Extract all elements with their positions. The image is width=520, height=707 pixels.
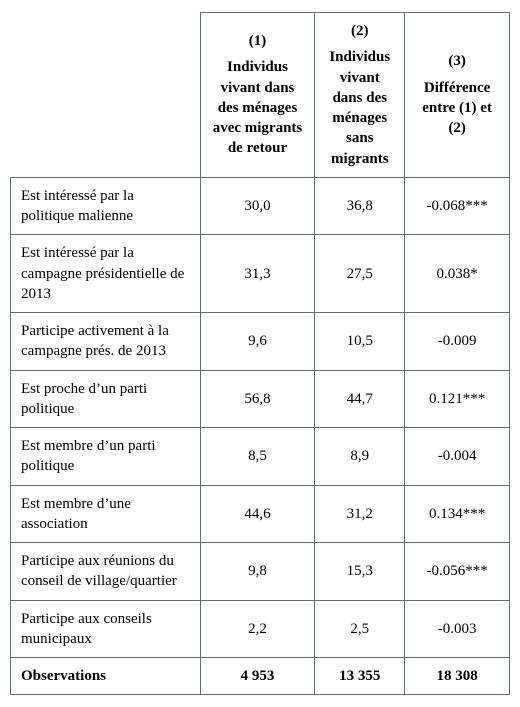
table-row: Est membre d’une association 44,6 31,2 0…	[11, 485, 510, 543]
page: (1) Individus vivant dans des ménages av…	[0, 0, 520, 707]
header-row: (1) Individus vivant dans des ménages av…	[11, 13, 510, 178]
row-c2: 31,2	[315, 485, 405, 543]
row-label: Est intéressé par la campagne présidenti…	[11, 235, 201, 313]
row-label: Participe aux réunions du conseil de vil…	[11, 543, 201, 601]
row-c3: 0.121***	[405, 370, 510, 428]
row-c1: 30,0	[200, 177, 315, 235]
row-label: Participe activement à la campagne prés.…	[11, 313, 201, 371]
row-c1: 9,6	[200, 313, 315, 371]
table-row: Participe aux réunions du conseil de vil…	[11, 543, 510, 601]
row-c1: 56,8	[200, 370, 315, 428]
row-c1: 8,5	[200, 428, 315, 486]
row-c2: 8,9	[315, 428, 405, 486]
header-col-1-num: (1)	[211, 31, 305, 51]
header-col-1-label: Individus vivant dans des ménages avec m…	[211, 57, 305, 158]
stats-table: (1) Individus vivant dans des ménages av…	[10, 12, 510, 695]
row-c2: 2,5	[315, 600, 405, 658]
row-c3: -0.003	[405, 600, 510, 658]
row-c2: 10,5	[315, 313, 405, 371]
row-c3: -0.068***	[405, 177, 510, 235]
table-row: Est intéressé par la politique malienne …	[11, 177, 510, 235]
header-col-2: (2) Individus vivant dans des ménages sa…	[315, 13, 405, 178]
row-label: Participe aux conseils municipaux	[11, 600, 201, 658]
row-c3: -0.009	[405, 313, 510, 371]
table-row: Est proche d’un parti politique 56,8 44,…	[11, 370, 510, 428]
header-col-1: (1) Individus vivant dans des ménages av…	[200, 13, 315, 178]
header-col-3: (3) Différence entre (1) et (2)	[405, 13, 510, 178]
row-label: Est membre d’une association	[11, 485, 201, 543]
header-col-3-label: Différence entre (1) et (2)	[415, 78, 499, 139]
table-body: Est intéressé par la politique malienne …	[11, 177, 510, 695]
header-col-3-num: (3)	[415, 51, 499, 71]
observations-c3: 18 308	[405, 658, 510, 695]
row-c1: 9,8	[200, 543, 315, 601]
row-c3: -0.056***	[405, 543, 510, 601]
row-c2: 27,5	[315, 235, 405, 313]
observations-c1: 4 953	[200, 658, 315, 695]
row-c3: 0.038*	[405, 235, 510, 313]
row-c1: 2,2	[200, 600, 315, 658]
row-c1: 44,6	[200, 485, 315, 543]
row-label: Est membre d’un parti politique	[11, 428, 201, 486]
row-c2: 44,7	[315, 370, 405, 428]
table-row: Est intéressé par la campagne présidenti…	[11, 235, 510, 313]
header-col-2-num: (2)	[325, 21, 394, 41]
row-c3: -0.004	[405, 428, 510, 486]
observations-c2: 13 355	[315, 658, 405, 695]
table-row: Est membre d’un parti politique 8,5 8,9 …	[11, 428, 510, 486]
row-c2: 36,8	[315, 177, 405, 235]
row-c3: 0.134***	[405, 485, 510, 543]
row-label: Est intéressé par la politique malienne	[11, 177, 201, 235]
table-row: Participe activement à la campagne prés.…	[11, 313, 510, 371]
row-label: Est proche d’un parti politique	[11, 370, 201, 428]
table-head: (1) Individus vivant dans des ménages av…	[11, 13, 510, 178]
row-c2: 15,3	[315, 543, 405, 601]
row-c1: 31,3	[200, 235, 315, 313]
table-row: Participe aux conseils municipaux 2,2 2,…	[11, 600, 510, 658]
observations-label: Observations	[11, 658, 201, 695]
header-col-2-label: Individus vivant dans des ménages sans m…	[325, 47, 394, 169]
header-empty	[11, 13, 201, 178]
observations-row: Observations 4 953 13 355 18 308	[11, 658, 510, 695]
